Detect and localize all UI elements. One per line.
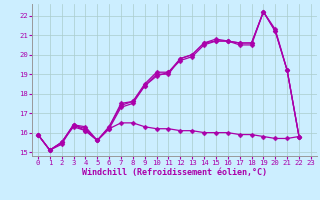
- X-axis label: Windchill (Refroidissement éolien,°C): Windchill (Refroidissement éolien,°C): [82, 168, 267, 177]
